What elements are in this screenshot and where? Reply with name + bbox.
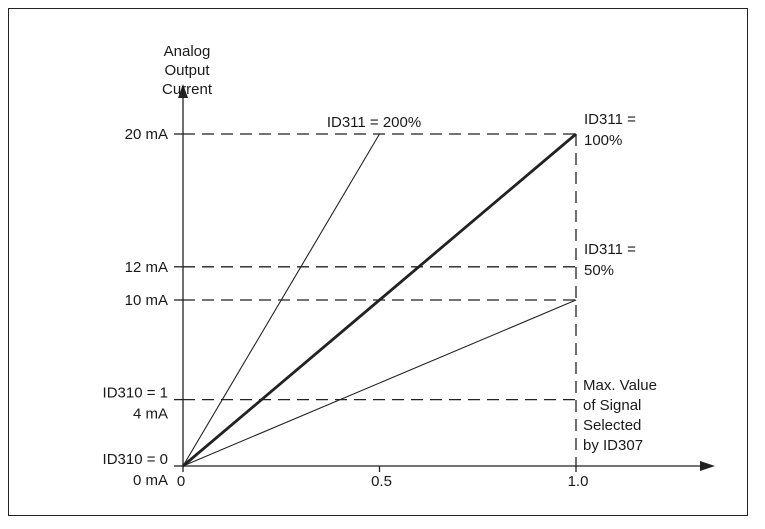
x-tick-label: 0 (177, 473, 185, 490)
annotation-id311-50: ID311 = 50% (584, 241, 636, 279)
annotation-id311-200: ID311 = 200% (327, 114, 421, 131)
series-line-5 (182, 132, 577, 468)
series-line-6 (182, 299, 577, 467)
annotation-id311-100: ID311 = 100% (584, 111, 636, 149)
series-line-2 (183, 134, 576, 400)
series-line-4 (182, 133, 380, 467)
x-axis-arrow (700, 461, 715, 471)
annotation-max-value: Max. Value of Signal Selected by ID307 (583, 377, 657, 454)
y-tick-label: 10 mA (125, 292, 168, 309)
series-line-3 (183, 266, 576, 400)
x-tick-label: 1.0 (568, 473, 589, 490)
series-line-1 (183, 134, 380, 400)
y-tick-label: 20 mA (125, 126, 168, 143)
y-tick-label: 12 mA (125, 259, 168, 276)
x-tick-label: 0.5 (371, 473, 392, 490)
chart-frame (8, 8, 748, 516)
y-axis-arrow (178, 84, 188, 98)
y-axis-title: Analog Output Current (162, 43, 213, 98)
